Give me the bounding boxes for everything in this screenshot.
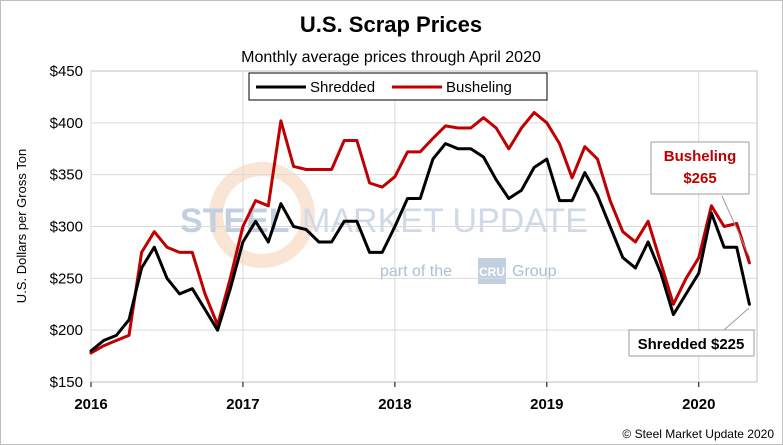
x-tick-labels: 2016 2017 2018 2019 2020 — [74, 396, 715, 413]
x-tick-label: 2016 — [74, 396, 107, 413]
y-tick-label: $150 — [50, 374, 83, 391]
legend-shredded-label: Shredded — [310, 79, 375, 96]
copyright-text: © Steel Market Update 2020 — [622, 427, 774, 441]
callout-shredded: Shredded $225 — [628, 307, 755, 357]
x-tick-label: 2017 — [226, 396, 259, 413]
y-tick-label: $450 — [50, 63, 83, 80]
y-axis-label: U.S. Dollars per Gross Ton — [14, 149, 29, 303]
watermark-tagline-prefix: part of the — [380, 263, 452, 280]
chart-title: U.S. Scrap Prices — [300, 12, 482, 37]
x-tick-label: 2019 — [530, 396, 563, 413]
watermark-tagline-suffix: Group — [512, 263, 557, 280]
legend: Shredded Busheling — [248, 72, 548, 101]
chart-subtitle: Monthly average prices through April 202… — [241, 49, 541, 66]
y-tick-label: $250 — [50, 270, 83, 287]
y-tick-label: $300 — [50, 219, 83, 236]
callout-busheling-value: $265 — [683, 170, 716, 187]
legend-busheling-label: Busheling — [446, 79, 512, 96]
callout-shredded-label: Shredded $225 — [638, 336, 745, 353]
callout-shredded-pointer — [723, 307, 750, 331]
y-tick-label: $350 — [50, 167, 83, 184]
y-tick-label: $400 — [50, 115, 83, 132]
watermark-cru-text: CRU — [479, 265, 505, 279]
watermark-cru-logo — [478, 258, 506, 284]
callout-busheling-label: Busheling — [664, 148, 737, 165]
callout-busheling-box — [650, 141, 750, 195]
y-tick-labels: $150 $200 $250 $300 $350 $400 $450 — [50, 63, 83, 391]
series-layer — [89, 111, 751, 355]
watermark-logo-ring — [209, 162, 315, 268]
callout-busheling: Busheling $265 — [650, 141, 751, 259]
callout-shredded-box — [628, 329, 755, 357]
x-tick-label: 2018 — [378, 396, 411, 413]
x-tick-label: 2020 — [682, 396, 715, 413]
callout-busheling-pointer — [721, 195, 751, 259]
y-tick-label: $200 — [50, 322, 83, 339]
